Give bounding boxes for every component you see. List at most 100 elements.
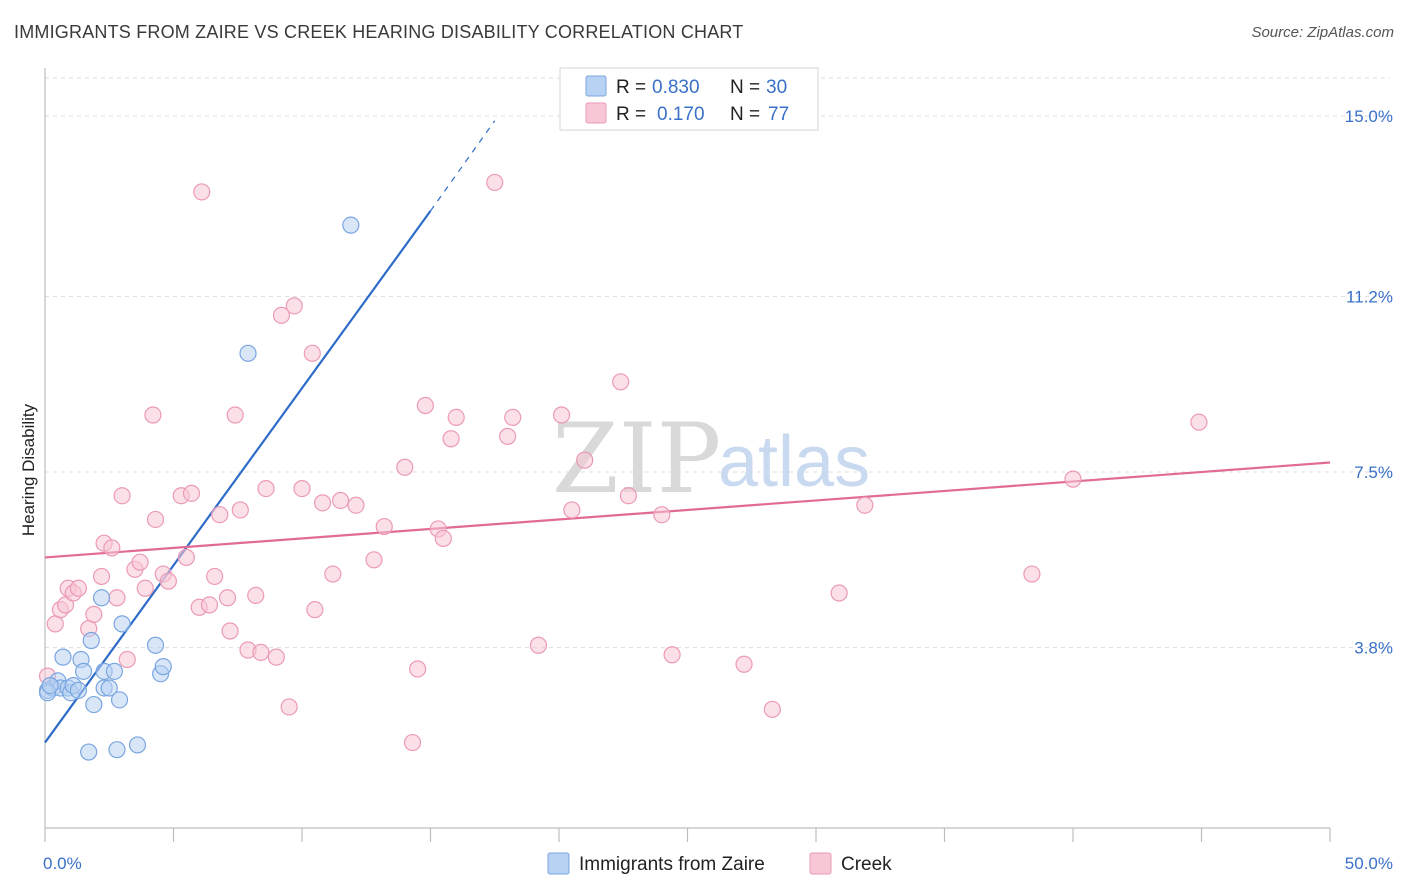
point-series-1-67 bbox=[619, 487, 637, 505]
y-tick-label-2: 11.2% bbox=[1346, 287, 1393, 306]
point-series-1-52 bbox=[403, 733, 422, 752]
point-series-1-45 bbox=[313, 494, 332, 512]
point-series-1-76 bbox=[1190, 413, 1208, 431]
series-legend-swatch-creek bbox=[809, 852, 832, 875]
x-tick-label-min: 0.0% bbox=[43, 854, 82, 873]
point-series-1-21 bbox=[159, 572, 177, 590]
legend-swatch-zaire bbox=[585, 75, 607, 97]
point-series-0-23 bbox=[146, 636, 165, 654]
point-series-1-63 bbox=[552, 406, 571, 424]
point-series-1-18 bbox=[144, 406, 162, 424]
point-series-1-54 bbox=[416, 396, 434, 415]
watermark: ZIP atlas bbox=[552, 403, 870, 515]
point-series-1-47 bbox=[331, 491, 350, 510]
point-series-1-39 bbox=[272, 306, 291, 324]
point-series-0-8 bbox=[69, 681, 88, 699]
point-series-1-27 bbox=[200, 596, 219, 614]
y-tick-labels: 3.8% 7.5% 11.2% 15.0% bbox=[1345, 107, 1393, 658]
point-series-1-73 bbox=[856, 496, 874, 514]
point-series-1-42 bbox=[293, 480, 311, 498]
grid-lines bbox=[45, 77, 1390, 649]
axes bbox=[44, 68, 1331, 842]
point-series-1-24 bbox=[182, 484, 201, 502]
point-series-1-66 bbox=[612, 373, 630, 391]
point-series-1-33 bbox=[231, 501, 249, 519]
point-series-1-31 bbox=[221, 622, 239, 640]
legend-n-value-creek: 77 bbox=[768, 104, 789, 125]
point-series-0-10 bbox=[74, 662, 93, 680]
point-series-0-29 bbox=[41, 676, 59, 695]
point-series-1-61 bbox=[504, 408, 522, 426]
point-series-1-49 bbox=[365, 551, 383, 569]
y-tick-label-1: 7.5% bbox=[1354, 463, 1393, 482]
point-series-1-12 bbox=[108, 589, 126, 607]
trend-line-series-1 bbox=[44, 461, 1331, 559]
data-points bbox=[38, 173, 1208, 761]
point-series-1-57 bbox=[442, 430, 460, 448]
point-series-0-18 bbox=[105, 662, 123, 680]
point-series-1-69 bbox=[663, 646, 681, 664]
legend-r-value-creek: 0.170 bbox=[657, 104, 705, 125]
point-series-1-29 bbox=[211, 506, 229, 524]
point-series-1-48 bbox=[347, 496, 365, 514]
point-series-1-62 bbox=[529, 636, 548, 654]
point-series-1-44 bbox=[306, 601, 324, 619]
x-tick-label-max: 50.0% bbox=[1345, 854, 1393, 873]
point-series-1-72 bbox=[830, 584, 848, 602]
trend-lines bbox=[44, 120, 1331, 744]
point-series-1-56 bbox=[434, 529, 452, 548]
point-series-0-27 bbox=[342, 216, 360, 234]
series-legend-label-zaire: Immigrants from Zaire bbox=[579, 854, 765, 875]
legend-n-label-creek: N = bbox=[730, 104, 760, 125]
legend-n-value-zaire: 30 bbox=[766, 77, 787, 98]
point-series-1-16 bbox=[131, 553, 149, 571]
y-tick-label-3: 15.0% bbox=[1345, 107, 1393, 126]
point-series-1-51 bbox=[396, 458, 414, 476]
point-series-1-40 bbox=[280, 698, 298, 716]
point-series-1-14 bbox=[118, 650, 136, 669]
point-series-1-23 bbox=[177, 548, 195, 567]
point-series-0-20 bbox=[110, 691, 129, 709]
legend-r-label-creek: R = bbox=[616, 104, 646, 125]
series-legend-label-creek: Creek bbox=[841, 854, 892, 875]
y-tick-label-0: 3.8% bbox=[1354, 639, 1393, 658]
point-series-1-65 bbox=[576, 451, 594, 469]
trend-line-series-0 bbox=[44, 210, 432, 744]
point-series-1-50 bbox=[375, 517, 393, 536]
point-series-0-19 bbox=[108, 741, 126, 759]
point-series-1-46 bbox=[324, 565, 342, 583]
point-series-1-9 bbox=[92, 567, 111, 586]
point-series-1-58 bbox=[447, 408, 465, 426]
trend-line-extension-series-0 bbox=[430, 120, 496, 212]
point-series-0-22 bbox=[128, 736, 147, 754]
point-series-1-8 bbox=[85, 605, 103, 623]
point-series-1-64 bbox=[563, 501, 581, 519]
point-series-1-70 bbox=[735, 655, 753, 673]
point-series-1-38 bbox=[267, 648, 285, 666]
point-series-1-26 bbox=[193, 183, 211, 201]
point-series-0-13 bbox=[85, 695, 103, 714]
point-series-1-32 bbox=[226, 406, 244, 424]
point-series-0-21 bbox=[113, 615, 131, 633]
point-series-1-43 bbox=[303, 344, 321, 362]
point-series-1-1 bbox=[46, 615, 64, 633]
watermark-atlas: atlas bbox=[718, 422, 870, 502]
point-series-1-30 bbox=[218, 589, 237, 607]
point-series-1-3 bbox=[56, 596, 75, 614]
point-series-0-4 bbox=[54, 648, 72, 666]
point-series-1-60 bbox=[499, 427, 517, 445]
point-series-1-35 bbox=[247, 586, 265, 605]
chart-title: IMMIGRANTS FROM ZAIRE VS CREEK HEARING D… bbox=[14, 22, 744, 42]
point-series-1-36 bbox=[252, 643, 270, 661]
point-series-1-11 bbox=[103, 539, 121, 557]
point-series-1-41 bbox=[285, 297, 303, 315]
point-series-0-25 bbox=[154, 658, 172, 676]
point-series-0-14 bbox=[92, 589, 111, 607]
series-legend: Immigrants from Zaire Creek bbox=[547, 852, 892, 875]
point-series-1-19 bbox=[146, 510, 165, 529]
point-series-1-68 bbox=[653, 506, 671, 524]
point-series-1-6 bbox=[69, 579, 88, 597]
point-series-0-12 bbox=[82, 631, 100, 650]
point-series-1-74 bbox=[1023, 565, 1041, 583]
